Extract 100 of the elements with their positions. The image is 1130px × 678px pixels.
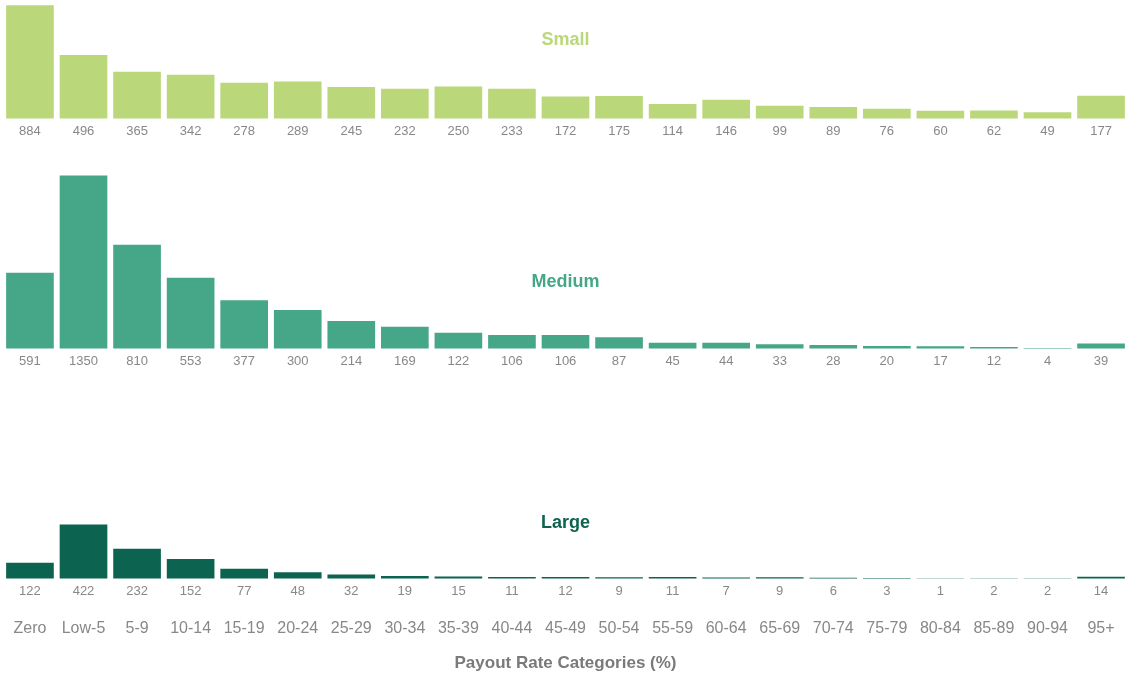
bar xyxy=(755,105,804,119)
x-tick-label: 50-54 xyxy=(598,618,640,636)
bar xyxy=(1023,112,1072,119)
text: Small xyxy=(541,28,590,49)
bar xyxy=(702,342,750,349)
bar xyxy=(595,96,643,119)
data-label: 496 xyxy=(72,122,95,138)
data-label: 39 xyxy=(1093,352,1109,368)
x-tick-label: 95+ xyxy=(1087,618,1115,636)
data-label: 99 xyxy=(772,122,787,138)
data-label: 48 xyxy=(290,582,305,598)
x-tick-label: 40-44 xyxy=(491,618,533,636)
x-tick-label: 90-94 xyxy=(1027,618,1069,636)
x-tick-label: 75-79 xyxy=(866,618,908,636)
data-label: 175 xyxy=(608,122,630,138)
data-label: 62 xyxy=(986,122,1002,138)
bar xyxy=(595,337,643,349)
bar xyxy=(327,574,376,579)
data-label: 11 xyxy=(505,582,519,598)
data-label: 245 xyxy=(340,122,363,138)
bar xyxy=(273,81,322,119)
x-tick-label: 15-19 xyxy=(223,618,265,636)
bar xyxy=(434,332,483,349)
x-tick-label: 65-69 xyxy=(759,618,801,636)
x-tick-label: 85-89 xyxy=(973,618,1015,636)
bar xyxy=(59,175,108,349)
data-label: 20 xyxy=(879,352,895,368)
x-axis-title: Payout Rate Categories (%) xyxy=(454,652,677,672)
data-label: 300 xyxy=(286,352,309,368)
data-label: 2 xyxy=(990,582,998,598)
bar xyxy=(541,334,590,349)
data-label: 87 xyxy=(611,352,627,368)
x-tick-label: 70-74 xyxy=(812,618,854,636)
bar xyxy=(273,310,322,349)
x-tick-label: 25-29 xyxy=(330,618,372,636)
data-label: 810 xyxy=(126,352,148,368)
data-label: 553 xyxy=(179,352,202,368)
data-label: 19 xyxy=(397,582,413,598)
data-label: 122 xyxy=(19,582,41,598)
bar xyxy=(220,82,268,119)
bar xyxy=(541,96,590,119)
data-label: 422 xyxy=(72,582,95,598)
data-label: 33 xyxy=(772,352,787,368)
x-tick-label: 30-34 xyxy=(384,618,426,636)
data-label: 77 xyxy=(236,582,252,598)
bar xyxy=(809,344,858,349)
data-label: 3 xyxy=(883,582,891,598)
data-label: 15 xyxy=(451,582,466,598)
bar xyxy=(1077,343,1125,349)
data-label: 342 xyxy=(179,122,202,138)
bar xyxy=(863,345,911,349)
bar xyxy=(809,107,858,119)
bar xyxy=(273,572,322,579)
bar xyxy=(970,110,1018,119)
bar xyxy=(327,87,376,119)
data-label: 11 xyxy=(665,582,680,598)
data-label: 233 xyxy=(501,122,523,138)
data-label: 169 xyxy=(393,352,416,368)
data-label: 365 xyxy=(126,122,148,138)
bar xyxy=(648,342,697,349)
x-tick-label: 5-9 xyxy=(125,618,149,636)
bar xyxy=(166,559,215,579)
data-label: 12 xyxy=(558,582,573,598)
data-label: 12 xyxy=(986,352,1002,368)
data-label: 250 xyxy=(447,122,470,138)
data-label: 172 xyxy=(554,122,577,138)
data-label: 28 xyxy=(826,352,841,368)
bar xyxy=(755,344,804,349)
data-label: 32 xyxy=(344,582,359,598)
data-label: 9 xyxy=(776,582,784,598)
bar xyxy=(702,99,750,119)
data-label: 122 xyxy=(447,352,470,368)
data-label: 106 xyxy=(501,352,523,368)
bar xyxy=(6,562,54,579)
bar xyxy=(166,277,215,349)
data-label: 2 xyxy=(1043,582,1052,598)
x-tick-label: 45-49 xyxy=(545,618,587,636)
data-label: 7 xyxy=(722,582,730,598)
x-tick-label: 10-14 xyxy=(170,618,212,636)
data-label: 177 xyxy=(1090,122,1112,138)
data-label: 45 xyxy=(665,352,680,368)
data-label: 278 xyxy=(233,122,256,138)
data-label: 152 xyxy=(179,582,202,598)
data-label: 60 xyxy=(933,122,948,138)
bar xyxy=(381,88,429,119)
bar xyxy=(59,524,108,579)
bar xyxy=(113,548,161,579)
data-label: 76 xyxy=(879,122,895,138)
x-tick-label: 55-59 xyxy=(652,618,694,636)
bar xyxy=(113,71,161,119)
x-tick-label: Zero xyxy=(13,618,47,636)
bar xyxy=(166,74,215,119)
bar xyxy=(220,300,268,349)
data-label: 44 xyxy=(718,352,734,368)
bar xyxy=(59,54,108,119)
data-label: 1350 xyxy=(69,352,98,368)
data-label: 49 xyxy=(1040,122,1055,138)
data-label: 232 xyxy=(393,122,416,138)
bar xyxy=(6,272,54,349)
bar xyxy=(1077,95,1125,119)
